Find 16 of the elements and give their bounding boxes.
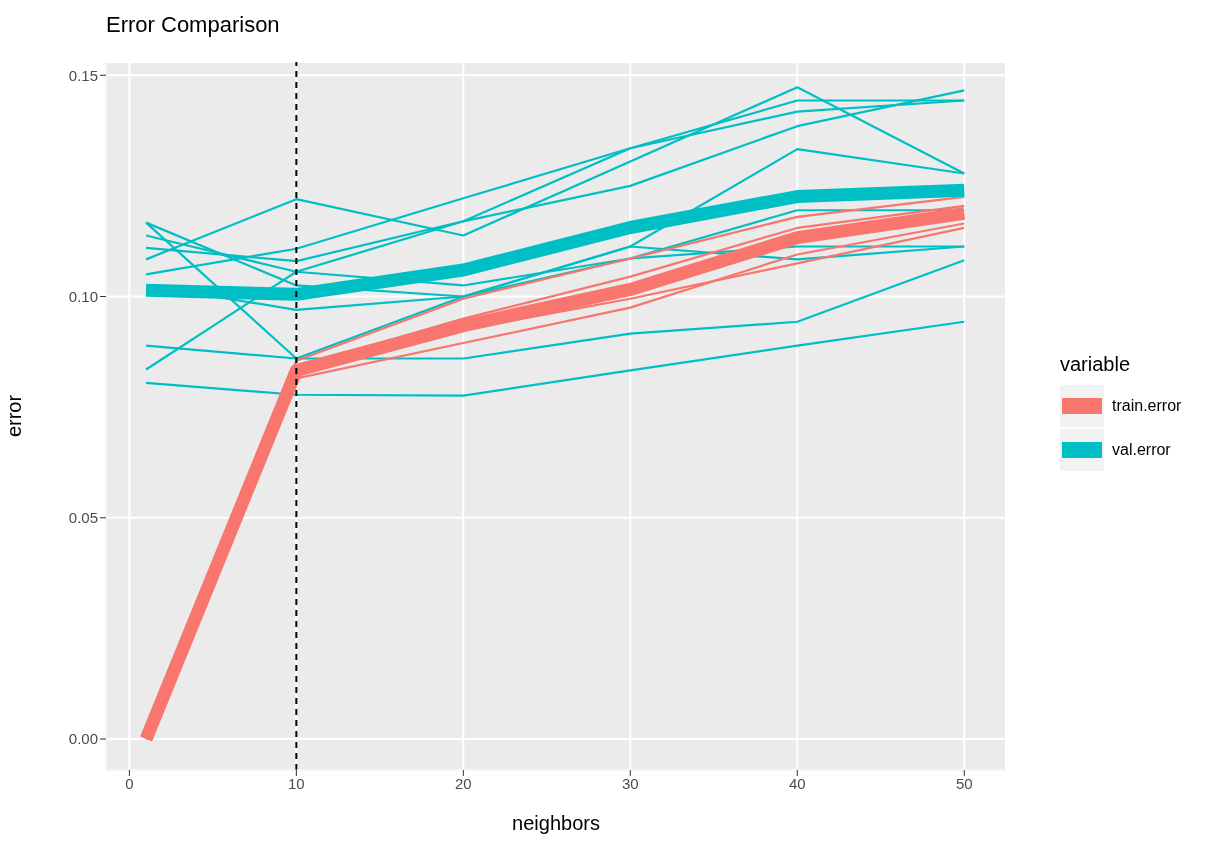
x-tick-label: 30 bbox=[621, 774, 639, 792]
x-tick-label: 20 bbox=[454, 774, 472, 792]
y-axis-title: error bbox=[3, 394, 26, 438]
x-axis-title: neighbors bbox=[512, 812, 600, 834]
x-tick-label: 40 bbox=[788, 774, 806, 792]
y-tick-label: 0.00 bbox=[68, 730, 98, 748]
x-tick-label: 0 bbox=[125, 774, 134, 792]
legend-title: variable bbox=[1060, 353, 1132, 376]
legend-label: val.error bbox=[1112, 441, 1171, 459]
y-tick-label: 0.15 bbox=[68, 66, 98, 84]
y-tick-label: 0.10 bbox=[68, 287, 98, 305]
chart-title: Error Comparison bbox=[106, 12, 280, 38]
x-tick-label: 50 bbox=[955, 774, 973, 792]
legend-label: train.error bbox=[1112, 397, 1182, 415]
x-tick-label: 10 bbox=[288, 774, 305, 792]
y-tick-label: 0.05 bbox=[68, 509, 98, 527]
